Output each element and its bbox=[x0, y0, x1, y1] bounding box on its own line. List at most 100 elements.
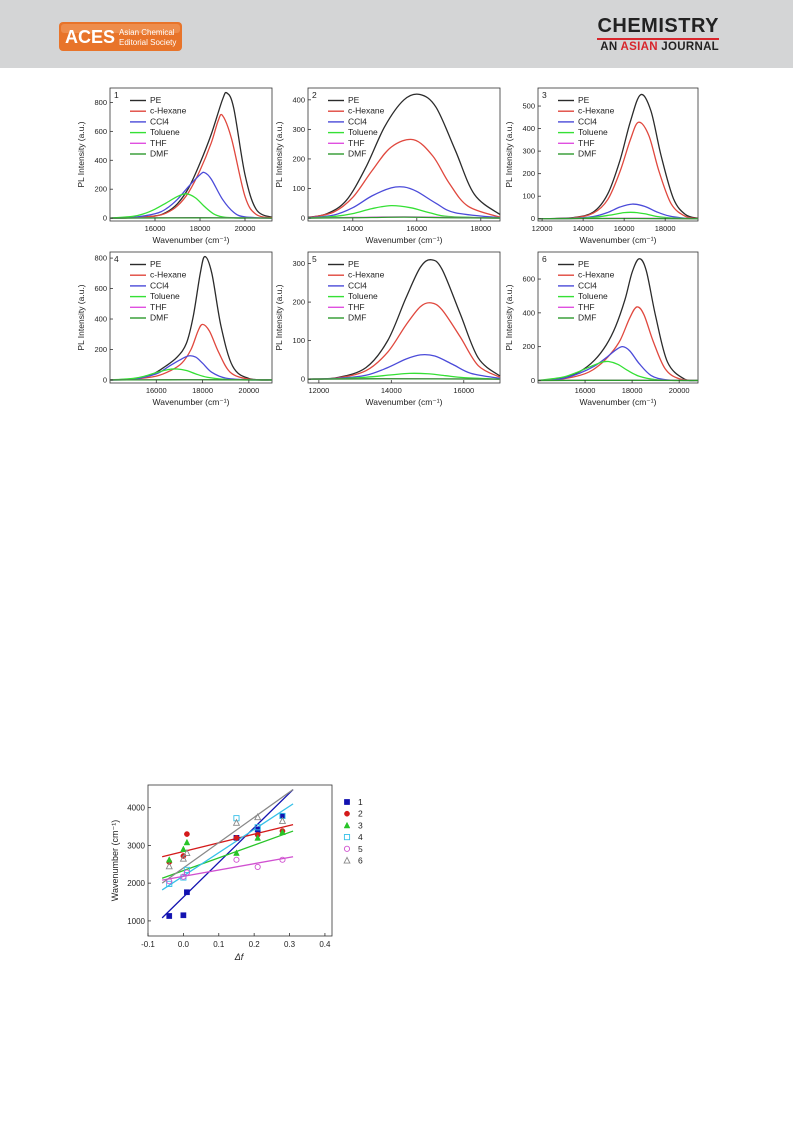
x-tick-label: 14000 bbox=[381, 386, 402, 395]
y-tick-label: 600 bbox=[94, 127, 107, 136]
data-point-series-4 bbox=[279, 812, 286, 820]
y-tick-label: 200 bbox=[292, 298, 305, 307]
y-tick-label: 200 bbox=[292, 154, 305, 163]
legend-label: CCl4 bbox=[150, 280, 169, 290]
series-line-ccl4 bbox=[307, 185, 501, 219]
y-axis-label: PL Intensity (a.u.) bbox=[274, 284, 284, 350]
scatter-plot: -0.1 0.0 0.1 0.2 0.3 0.4 1000 2000 3000 4000 Δf Wav… bbox=[110, 784, 363, 962]
legend-marker-series-4 bbox=[343, 834, 351, 841]
legend-marker-series-3 bbox=[343, 821, 351, 829]
x-tick-label: 12000 bbox=[532, 224, 553, 233]
series-line-dmf bbox=[307, 216, 501, 219]
y-tick-label: 100 bbox=[292, 336, 305, 345]
y-tick-label: 0 bbox=[301, 214, 305, 223]
legend-label: DMF bbox=[348, 149, 366, 159]
data-point-series-4 bbox=[254, 824, 261, 831]
legend-label: PE bbox=[348, 259, 360, 269]
fit-line-4 bbox=[161, 803, 294, 891]
y-tick-label: 300 bbox=[292, 125, 305, 134]
y-axis-label: PL Intensity (a.u.) bbox=[76, 284, 86, 350]
series-line-ccl4 bbox=[109, 171, 273, 219]
data-point-series-3 bbox=[165, 856, 173, 863]
panel-label: 2 bbox=[312, 90, 317, 100]
data-point-series-3 bbox=[233, 849, 240, 856]
data-point-series-1 bbox=[279, 813, 286, 819]
x-tick-label: 18000 bbox=[190, 224, 211, 233]
series-line-ccl4 bbox=[109, 355, 273, 381]
y-tick-label: 400 bbox=[94, 315, 107, 324]
x-tick-label: 14000 bbox=[573, 224, 594, 233]
y-axis-label: PL Intensity (a.u.) bbox=[274, 121, 284, 187]
legend-label: 6 bbox=[358, 856, 363, 866]
x-tick-label: 18000 bbox=[622, 386, 643, 395]
data-point-series-6 bbox=[254, 812, 262, 821]
y-tick-label: 200 bbox=[522, 169, 535, 178]
legend-label: CCl4 bbox=[348, 280, 367, 290]
data-point-series-2 bbox=[254, 831, 261, 838]
series-line-c-hexane bbox=[307, 138, 501, 219]
data-point-series-2 bbox=[180, 853, 187, 859]
data-point-series-3 bbox=[180, 845, 187, 853]
x-axis-label: Δf bbox=[234, 952, 245, 962]
legend-label: Toluene bbox=[150, 291, 180, 301]
legend-label: c-Hexane bbox=[348, 270, 385, 280]
legend-label: Toluene bbox=[150, 127, 180, 137]
journal-title: CHEMISTRY bbox=[597, 15, 719, 37]
journal-header-band: ACES Asian Chemical Editorial Society CH… bbox=[0, 0, 793, 68]
fit-line-2 bbox=[161, 824, 294, 858]
pl-panel-6: 16000 18000 20000 0 200 400 600 Wavenumber (cm⁻… bbox=[504, 251, 699, 407]
x-axis-label: Wavenumber (cm⁻¹) bbox=[580, 397, 657, 407]
pl-panel-1: 16000 18000 20000 0 200 400 600 800 Wavenumber (… bbox=[76, 87, 273, 245]
legend-label: THF bbox=[348, 138, 365, 148]
y-tick-label: 500 bbox=[522, 102, 535, 111]
data-point-series-6 bbox=[179, 854, 188, 862]
x-tick-label: 16000 bbox=[453, 386, 474, 395]
series-line-c-hexane bbox=[537, 121, 699, 220]
y-axis-label: PL Intensity (a.u.) bbox=[76, 121, 86, 187]
legend-label: THF bbox=[150, 138, 167, 148]
data-point-series-1 bbox=[184, 889, 190, 896]
aces-logo-gloss bbox=[61, 24, 180, 33]
data-point-series-4 bbox=[180, 874, 187, 881]
x-tick-label: 18000 bbox=[470, 224, 491, 233]
data-point-series-4 bbox=[233, 815, 240, 822]
y-tick-label: 400 bbox=[522, 124, 535, 133]
legend-label: 1 bbox=[358, 797, 363, 807]
y-tick-label: 2000 bbox=[127, 879, 145, 888]
panel-label: 1 bbox=[114, 90, 119, 100]
series-line-pe bbox=[307, 93, 501, 219]
x-tick-label: 16000 bbox=[146, 386, 167, 395]
data-point-series-2 bbox=[184, 831, 190, 837]
panel-label: 6 bbox=[542, 254, 547, 264]
legend-label: CCl4 bbox=[578, 116, 597, 126]
y-tick-label: 800 bbox=[94, 254, 107, 263]
data-point-series-1 bbox=[254, 826, 261, 833]
legend-label: c-Hexane bbox=[578, 270, 615, 280]
legend-label: THF bbox=[150, 302, 167, 312]
pl-panel-3: 12000 14000 16000 18000 0 100 200 300 400 500 Wave… bbox=[504, 87, 699, 245]
aces-wordmark: ACES bbox=[65, 27, 115, 47]
legend-label: CCl4 bbox=[578, 280, 597, 290]
data-point-series-6 bbox=[165, 862, 173, 870]
legend-label: c-Hexane bbox=[348, 106, 385, 116]
x-tick-label: 0.4 bbox=[319, 940, 331, 949]
plot-frame bbox=[147, 784, 333, 937]
y-tick-label: 100 bbox=[522, 192, 535, 201]
data-point-series-5 bbox=[279, 856, 286, 863]
legend-label: CCl4 bbox=[348, 116, 367, 126]
legend-label: Toluene bbox=[578, 291, 608, 301]
data-point-series-3 bbox=[183, 838, 191, 846]
data-point-series-2 bbox=[166, 859, 173, 865]
data-point-series-5 bbox=[166, 878, 173, 885]
y-tick-label: 300 bbox=[522, 147, 535, 156]
data-point-series-2 bbox=[233, 835, 240, 841]
journal-subtitle: AN ASIAN JOURNAL bbox=[597, 40, 719, 54]
legend-label: PE bbox=[150, 95, 162, 105]
y-tick-label: 0 bbox=[103, 214, 107, 223]
x-axis-label: Wavenumber (cm⁻¹) bbox=[580, 235, 657, 245]
x-axis-label: Wavenumber (cm⁻¹) bbox=[153, 235, 230, 245]
legend-label: Toluene bbox=[578, 127, 608, 137]
y-tick-label: 100 bbox=[292, 184, 305, 193]
panel-label: 5 bbox=[312, 254, 317, 264]
legend-label: DMF bbox=[578, 313, 596, 323]
